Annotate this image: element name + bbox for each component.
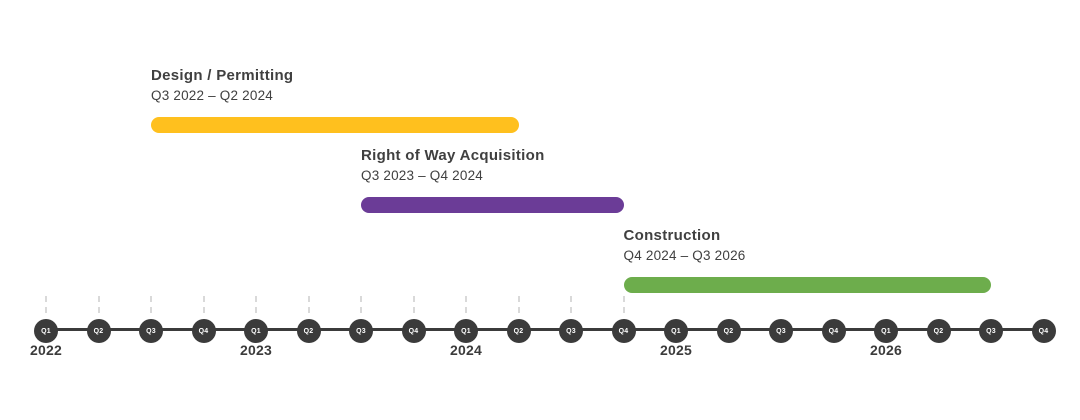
phase-title-construction: Construction [623, 227, 721, 244]
tick-mark [307, 296, 310, 313]
timeline-node-q2: Q2 [506, 319, 531, 343]
quarter-label: Q4 [1038, 327, 1049, 335]
phase-bar-construction [623, 277, 991, 293]
quarter-label: Q1 [881, 327, 891, 335]
quarter-label: Q3 [566, 327, 576, 335]
quarter-label: Q4 [618, 327, 629, 335]
timeline-node-q2: Q2 [926, 319, 951, 343]
phase-range-construction: Q4 2024 – Q3 2026 [623, 248, 746, 263]
timeline-node-q4: Q4 [611, 319, 636, 343]
timeline-node-q3: Q3 [769, 319, 793, 343]
year-label-2022: 2022 [30, 342, 62, 358]
phase-title-right-of-way-acquisition: Right of Way Acquisition [361, 147, 545, 164]
quarter-label: Q2 [723, 327, 734, 335]
tick-mark [45, 296, 47, 313]
phase-range-design-permitting: Q3 2022 – Q2 2024 [151, 88, 273, 103]
timeline-node-q1-2024: Q1 [454, 319, 478, 343]
timeline-node-q3: Q3 [349, 319, 373, 343]
tick-mark [465, 296, 467, 313]
timeline-node-q2: Q2 [296, 319, 321, 343]
quarter-label: Q1 [461, 327, 471, 335]
timeline-node-q2: Q2 [86, 319, 111, 343]
tick-mark [570, 296, 572, 313]
quarter-label: Q2 [93, 327, 104, 335]
phase-bar-right-of-way-acquisition [361, 197, 624, 213]
quarter-label: Q3 [146, 327, 156, 335]
phase-title-design-permitting: Design / Permitting [151, 67, 294, 84]
timeline-node-q3: Q3 [559, 319, 583, 343]
year-label-2026: 2026 [870, 342, 902, 358]
timeline-node-q3: Q3 [979, 319, 1003, 343]
quarter-label: Q3 [986, 327, 996, 335]
quarter-label: Q1 [251, 327, 261, 335]
quarter-label: Q4 [198, 327, 209, 335]
tick-mark [412, 296, 415, 313]
timeline-node-q1-2026: Q1 [874, 319, 898, 343]
timeline-node-q4: Q4 [821, 319, 846, 343]
timeline-node-q4: Q4 [401, 319, 426, 343]
tick-mark [202, 296, 205, 313]
quarter-label: Q4 [828, 327, 839, 335]
tick-mark [150, 296, 152, 313]
tick-mark [622, 296, 625, 313]
timeline-node-q2: Q2 [716, 319, 741, 343]
timeline-node-q1-2022: Q1 [34, 319, 58, 343]
quarter-label: Q1 [41, 327, 51, 335]
timeline-node-q1-2025: Q1 [664, 319, 688, 343]
year-label-2023: 2023 [240, 342, 272, 358]
timeline-node-q1-2023: Q1 [244, 319, 268, 343]
quarter-label: Q3 [776, 327, 786, 335]
tick-mark [255, 296, 257, 313]
quarter-label: Q3 [356, 327, 366, 335]
quarter-label: Q2 [933, 327, 944, 335]
timeline-node-q4: Q4 [1031, 319, 1056, 343]
timeline-node-q3: Q3 [139, 319, 163, 343]
timeline-node-q4: Q4 [191, 319, 216, 343]
year-label-2025: 2025 [660, 342, 692, 358]
quarter-label: Q2 [513, 327, 524, 335]
year-label-2024: 2024 [450, 342, 482, 358]
timeline-axis-line [46, 328, 1044, 331]
tick-mark [517, 296, 520, 313]
phase-bar-design-permitting [151, 117, 519, 133]
tick-mark [97, 296, 100, 313]
quarter-label: Q4 [408, 327, 419, 335]
quarter-label: Q1 [671, 327, 681, 335]
tick-mark [360, 296, 362, 313]
phase-range-right-of-way-acquisition: Q3 2023 – Q4 2024 [361, 168, 483, 183]
quarter-label: Q2 [303, 327, 314, 335]
